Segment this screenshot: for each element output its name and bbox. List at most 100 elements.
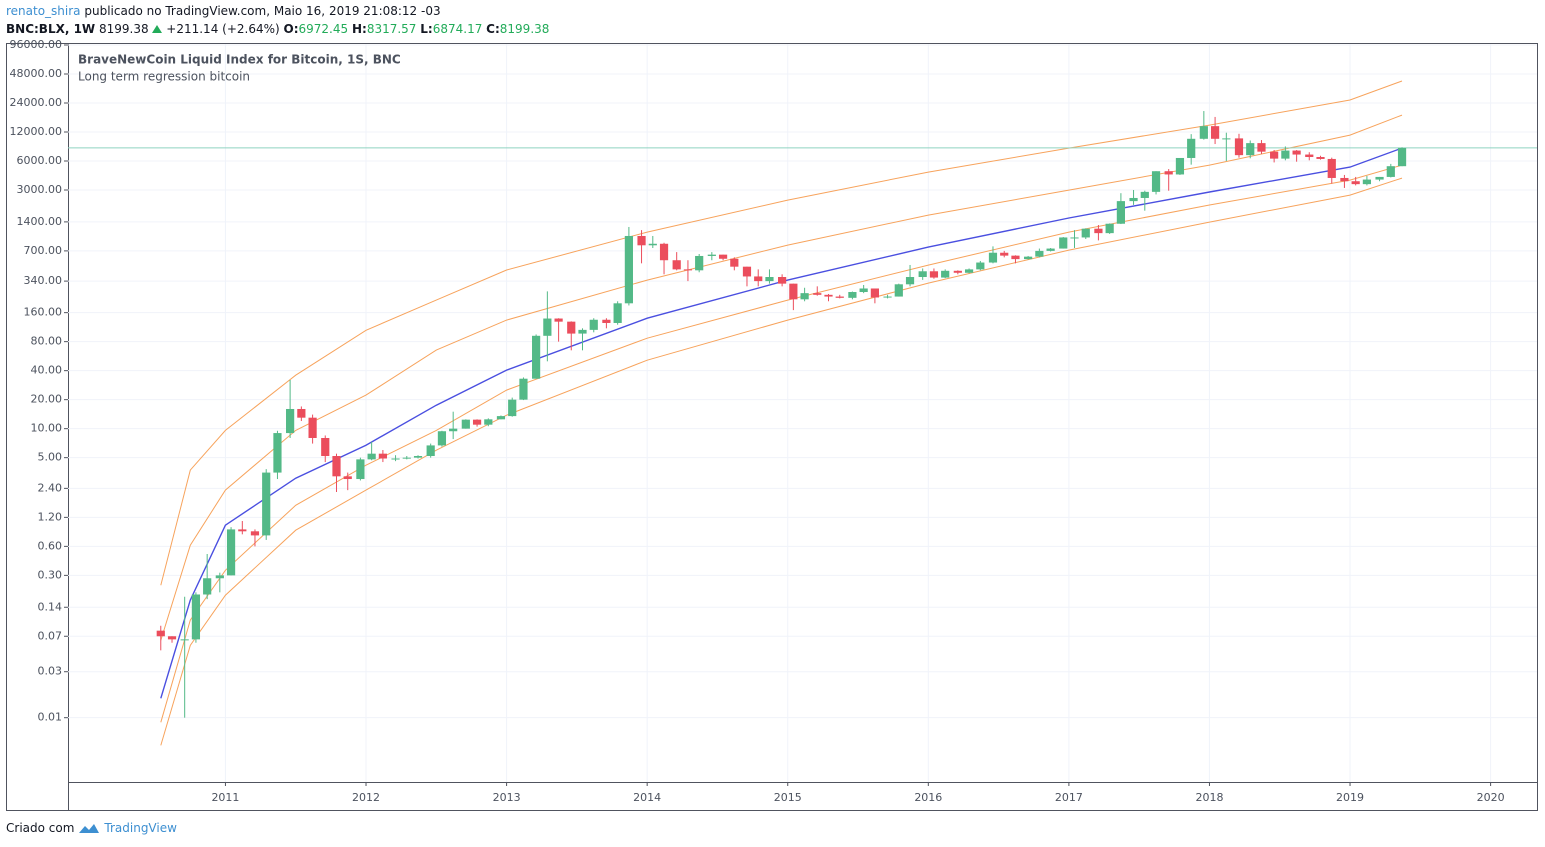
chart: 96000.00 48000.00 24000.00 12000.00 6000.00 3… [6,38,1538,811]
candle-body [472,419,482,425]
candle-body [215,575,224,579]
candle-body [602,319,611,323]
x-tick-label: 2020 [1477,791,1505,804]
candle-body [554,318,563,322]
y-tick-label: 48000.00 [10,67,63,80]
candle-body [262,472,271,536]
candle-body [167,636,177,640]
candle-body [1105,223,1114,234]
brand[interactable]: TradingView [104,821,177,835]
up-arrow [152,25,163,33]
candle-body [1375,176,1384,180]
publish-line: renato_shira publicado no TradingView.co… [6,4,441,18]
candle-body [683,269,693,271]
candle-body [1292,150,1301,155]
candle-body [1151,171,1161,192]
high-label: H: [351,22,367,36]
candle-body [964,269,974,273]
candle-body [286,408,295,434]
candle-body [613,303,622,323]
candle-body [191,594,201,640]
candle-body [707,254,716,256]
candle-body [250,531,260,536]
candle-body [659,243,669,261]
candle-body [1351,181,1360,185]
low-label: L: [420,22,433,36]
candle-body [1000,252,1009,256]
candle-body [378,453,387,459]
candle-body [929,271,939,278]
candle-body [1070,237,1079,239]
candle-body [695,255,704,271]
author[interactable]: renato_shira [6,4,81,18]
y-tick-label: 40.00 [31,364,63,377]
x-tick-label: 2018 [1195,791,1223,804]
candle-body [648,243,657,246]
change: +211.14 (+2.64%) [166,22,280,36]
candle-body [1340,177,1349,182]
candle-body [321,437,330,457]
candle-body [273,433,282,473]
candle-body [976,262,985,270]
candle-body [332,456,341,477]
regression-line [160,80,1403,586]
candle-body [1281,150,1290,159]
close-label: C: [486,22,500,36]
y-tick-label: 0.03 [38,665,63,678]
regression-line [160,177,1403,746]
candle-body [894,284,903,297]
candle-body [1011,255,1020,260]
candle-body [367,453,376,460]
candle-body [1175,157,1185,175]
candle-body [905,277,915,285]
candle-body [1234,138,1244,156]
regression-line [160,114,1403,641]
candle-body [883,296,892,298]
candle-body [391,458,400,460]
candle-body [824,294,833,297]
candle-body [1362,179,1372,185]
y-tick-label: 0.07 [38,629,63,642]
candle-body [800,293,809,300]
low-value: 6874.17 [432,22,483,36]
brand-logo[interactable] [77,821,101,835]
candle-body [578,329,587,334]
candle-body [941,270,950,278]
candle-body [1210,126,1220,139]
y-tick-label: 2.40 [38,481,63,494]
candle-body [1059,237,1068,249]
candle-body [1129,197,1138,202]
candle-body [1046,248,1055,251]
candle-body [765,277,774,282]
candle-body [918,271,927,278]
candle-body [1257,143,1266,152]
y-tick-label: 160.00 [24,306,63,319]
y-tick-label: 0.30 [38,568,63,581]
candle-body [1081,228,1090,238]
x-tick-label: 2017 [1055,791,1083,804]
candle-body [1094,228,1103,234]
created-with: Criado com [6,821,75,835]
regression-line [160,147,1403,699]
y-tick-label: 0.01 [38,711,63,724]
y-tick-label: 1400.00 [17,215,63,228]
candle-body [519,378,528,400]
candle-body [672,260,681,270]
candle-body [1386,166,1395,177]
candle-body [461,419,470,429]
candle-body [238,529,247,532]
candle-body [718,254,728,259]
candle-body [426,445,435,457]
candle-body [226,529,236,576]
candle-body [835,296,844,298]
y-tick-label: 5.00 [38,451,63,464]
candle-body [1316,157,1325,159]
candle-body [953,270,962,273]
y-tick-label: 20.00 [31,393,63,406]
candle-body [754,276,763,282]
chart-frame [6,43,1538,811]
footer: Criado com TradingView [6,821,177,835]
candle-body [496,416,506,420]
candle-body [297,408,306,418]
